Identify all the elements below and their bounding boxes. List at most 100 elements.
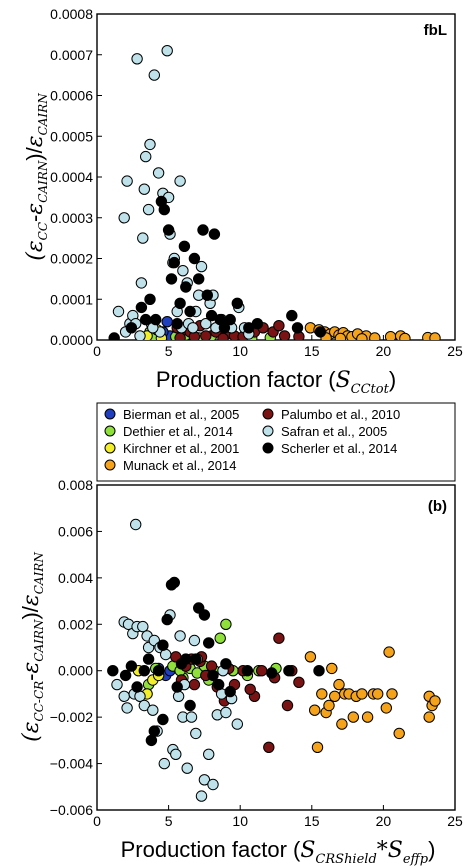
legend-marker: [262, 442, 274, 454]
panel-b-point-palumbo: [263, 741, 275, 753]
panel-b-point-munack: [323, 699, 335, 712]
panel-a-point-palumbo: [174, 332, 186, 340]
panel-a-point-safran: [118, 212, 130, 224]
panel-a-point-scherler: [135, 301, 148, 314]
panel-b-point-safran: [121, 702, 133, 714]
legend-label: Safran et al., 2005: [281, 424, 387, 439]
panel-b-point-safran: [181, 762, 193, 774]
panel-b-point-munack: [316, 688, 328, 700]
panel-a-point-scherler: [162, 224, 175, 236]
panel-b-point-munack: [386, 688, 398, 700]
legend-label: Dethier et al., 2014: [123, 424, 233, 439]
panel-b-point-dethier: [214, 632, 226, 644]
panel-a-point-munack: [399, 332, 411, 340]
panel-a-point-scherler: [314, 326, 327, 338]
panel-b-ylabel: (εCC-CR-εCAIRN)/εCAIRN: [18, 552, 46, 742]
panel-a-xtick-label: 15: [304, 343, 320, 359]
panel-a-ytick-label: 0.0000: [50, 332, 93, 348]
panel-b-point-munack: [311, 741, 324, 753]
panel-b-xtick-label: 25: [447, 813, 463, 829]
panel-b: 0 5 10 15 20 25 −0.006 −0.004 −0.002 0.000 0.002 0.…: [18, 477, 463, 866]
panel-a-point-safran: [174, 175, 186, 187]
legend-label: Kirchner et al., 2001: [123, 441, 239, 456]
panel-a-point-palumbo: [217, 332, 229, 340]
panel-b-ytick-label: −0.004: [50, 756, 93, 772]
panel-a-xtick-label: 20: [376, 343, 392, 359]
panel-b-ticks: 0 5 10 15 20 25 −0.006 −0.004 −0.002 0.000 0.002 0.…: [50, 477, 463, 829]
panel-a-point-scherler: [144, 293, 156, 305]
panel-b-xlabel: Production factor (SCRShield*Seffp): [121, 837, 436, 866]
panel-a-point-safran: [137, 232, 149, 244]
legend-label: Bierman et al., 2005: [123, 407, 239, 422]
panel-a-xtick-label: 10: [232, 343, 248, 359]
panel-b-point-scherler: [168, 576, 181, 589]
panel-b-label: (b): [428, 498, 447, 515]
panel-b-point-munack: [429, 695, 441, 707]
panel-b-xtick-label: 15: [304, 813, 320, 829]
legend-label: Palumbo et al., 2010: [281, 407, 400, 422]
panel-a-point-scherler: [224, 313, 236, 326]
panel-a-ytick-label: 0.0002: [50, 251, 93, 267]
panel-b-point-scherler: [241, 665, 254, 677]
panel-a-point-safran: [131, 53, 143, 65]
panel-b-ytick-label: 0.004: [58, 570, 93, 586]
panel-b-point-palumbo: [205, 660, 218, 672]
panel-b-point-scherler: [213, 678, 225, 691]
panel-a-point-safran: [161, 45, 173, 57]
panel-a: 0 5 10 15 20 25 0.0000 0.0001 0.0002 0.0003 0.0004…: [22, 6, 463, 397]
panel-b-point-scherler: [119, 669, 132, 682]
panel-b-point-scherler: [207, 669, 219, 682]
panel-b-point-munack: [326, 662, 338, 675]
panel-a-point-scherler: [218, 322, 231, 334]
panel-a-point-scherler: [168, 256, 181, 269]
panel-a-ytick-label: 0.0006: [50, 88, 93, 104]
panel-a-ytick-label: 0.0005: [50, 128, 93, 144]
panel-b-point-scherler: [224, 685, 236, 698]
panel-a-point-munack: [369, 332, 381, 340]
panel-a-ylabel: (εCC-εCAIRN)/εCAIRN: [22, 93, 50, 261]
panel-b-point-munack: [361, 711, 374, 723]
panel-b-point-safran: [172, 690, 185, 702]
panel-b-point-scherler: [107, 665, 119, 677]
panel-b-point-palumbo: [281, 699, 294, 712]
panel-b-point-safran: [174, 630, 186, 642]
panel-a-point-safran: [134, 330, 146, 340]
legend-marker: [104, 425, 116, 437]
legend-marker: [262, 425, 274, 437]
panel-a-points: [108, 45, 441, 340]
panel-b-point-safran: [170, 748, 182, 760]
panel-b-point-safran: [111, 678, 123, 691]
panel-a-ytick-label: 0.0004: [50, 169, 93, 185]
legend-items: Bierman et al., 2005 Dethier et al., 2014…: [104, 407, 400, 473]
panel-b-marks: [107, 518, 441, 802]
panel-b-point-munack: [356, 688, 368, 700]
panel-a-point-safran: [140, 150, 152, 163]
panel-b-xtick-label: 10: [232, 813, 248, 829]
panel-a-point-safran: [200, 318, 212, 330]
panel-b-point-scherler: [203, 637, 215, 649]
panel-b-point-scherler: [198, 609, 211, 621]
panel-b-point-munack: [333, 678, 345, 691]
panel-a-point-safran: [187, 322, 199, 334]
panel-a-xtick-label: 0: [93, 343, 101, 359]
panel-b-point-munack: [336, 718, 348, 730]
panel-a-xtick-label: 25: [447, 343, 463, 359]
panel-a-point-safran: [142, 203, 155, 216]
panel-a-point-munack: [334, 332, 347, 340]
panel-a-point-palumbo: [273, 320, 285, 332]
panel-a-ytick-label: 0.0007: [50, 47, 93, 63]
panel-b-xtick-label: 0: [93, 813, 101, 829]
panel-b-xtick-label: 20: [376, 813, 392, 829]
panel-b-point-scherler: [145, 734, 158, 747]
panel-b-point-safran: [231, 718, 244, 730]
panel-b-point-safran: [158, 757, 171, 770]
panel-a-point-munack: [356, 333, 368, 340]
panel-a-point-scherler: [208, 228, 221, 240]
panel-a-point-palumbo: [278, 330, 291, 340]
panel-b-point-scherler: [161, 613, 173, 626]
panel-b-point-scherler: [184, 699, 196, 712]
panel-b-point-munack: [309, 704, 321, 716]
panel-b-ytick-label: 0.000: [58, 663, 93, 679]
panel-b-point-munack: [304, 651, 317, 663]
